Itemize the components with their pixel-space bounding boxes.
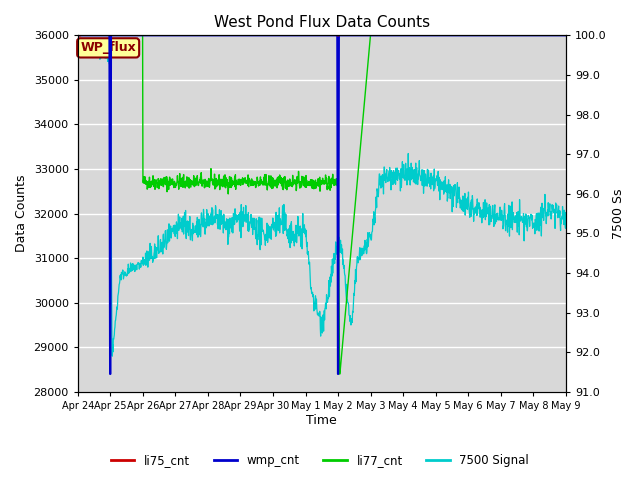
Title: West Pond Flux Data Counts: West Pond Flux Data Counts <box>214 15 430 30</box>
Y-axis label: 7500 Ss: 7500 Ss <box>612 188 625 239</box>
Text: WP_flux: WP_flux <box>80 41 136 54</box>
Y-axis label: Data Counts: Data Counts <box>15 175 28 252</box>
Legend: li75_cnt, wmp_cnt, li77_cnt, 7500 Signal: li75_cnt, wmp_cnt, li77_cnt, 7500 Signal <box>106 449 534 472</box>
X-axis label: Time: Time <box>307 414 337 427</box>
